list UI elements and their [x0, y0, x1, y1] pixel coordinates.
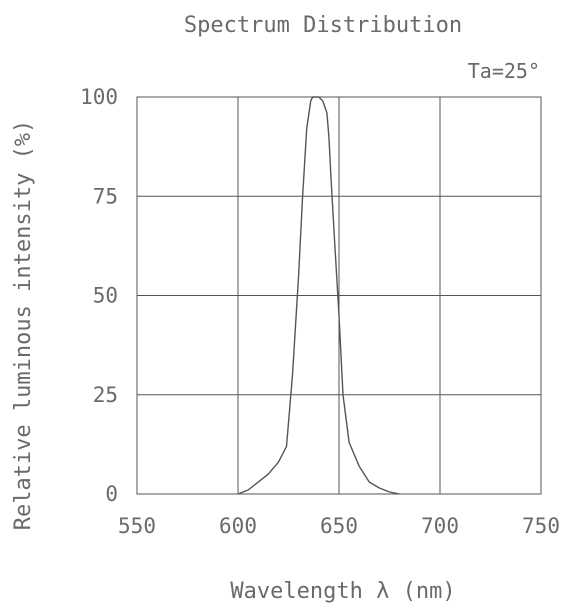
y-tick-label: 0: [105, 482, 118, 506]
x-tick-label: 550: [118, 514, 156, 538]
x-axis-label: Wavelength λ (nm): [230, 579, 455, 604]
tick-labels: 550 600 650 700 750 0 25 50 75 100: [80, 85, 560, 538]
chart-title: Spectrum Distribution: [184, 13, 462, 38]
grid: [137, 97, 541, 494]
plot-frame: [136, 96, 542, 495]
y-tick-label: 75: [93, 184, 118, 208]
x-tick-label: 750: [522, 514, 560, 538]
series-layer: [237, 96, 400, 495]
x-tick-label: 600: [219, 514, 257, 538]
x-tick-label: 650: [320, 514, 358, 538]
y-axis-label: Relative luminous intensity (%): [11, 120, 36, 531]
y-tick-label: 25: [93, 383, 118, 407]
spectrum-curve: [237, 96, 400, 495]
y-tick-label: 100: [80, 85, 118, 109]
axis-frame: [136, 96, 542, 495]
y-tick-label: 50: [93, 284, 118, 308]
temperature-annotation: Ta=25°: [468, 59, 540, 83]
x-tick-label: 700: [421, 514, 459, 538]
